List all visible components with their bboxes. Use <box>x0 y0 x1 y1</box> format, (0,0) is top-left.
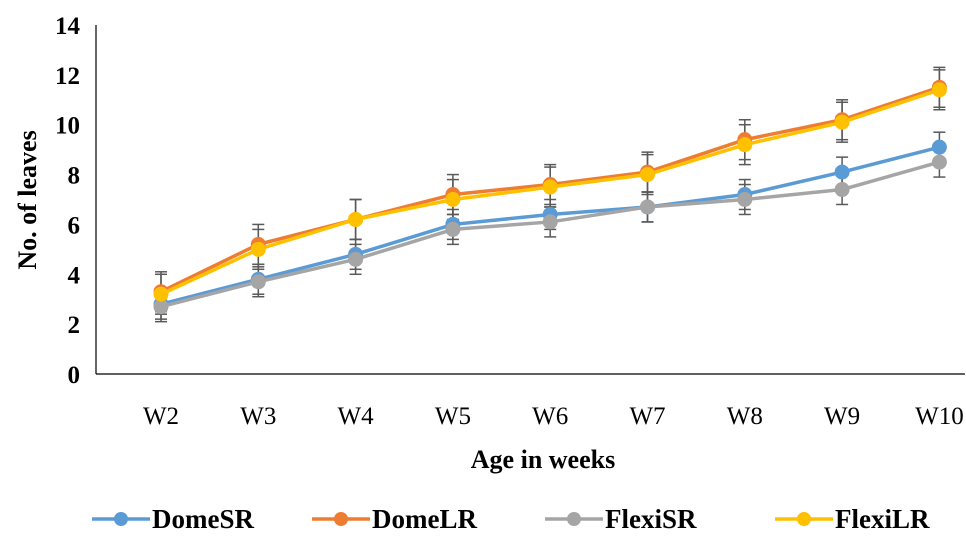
y-tick-label: 12 <box>55 63 80 90</box>
plot-area <box>154 67 946 321</box>
legend-item-domelr: DomeLR <box>312 504 477 534</box>
y-tick-label: 0 <box>68 362 81 389</box>
legend-item-flexisr: FlexiSR <box>545 504 697 534</box>
x-tick-label: W5 <box>435 403 471 430</box>
data-point <box>932 83 946 97</box>
x-tick-label: W3 <box>240 403 276 430</box>
data-point <box>641 200 655 214</box>
y-tick-label: 8 <box>68 163 81 190</box>
legend-marker <box>567 512 581 526</box>
x-tick-label: W2 <box>143 403 179 430</box>
x-tick-label: W9 <box>824 403 860 430</box>
legend-label: FlexiSR <box>605 504 697 534</box>
data-point <box>932 140 946 154</box>
legend-marker <box>797 512 811 526</box>
y-tick-label: 14 <box>55 13 81 40</box>
data-point <box>446 222 460 236</box>
x-tick-label: W10 <box>915 403 964 430</box>
data-point <box>154 300 168 314</box>
x-axis-title: Age in weeks <box>471 445 615 474</box>
data-point <box>251 242 265 256</box>
data-point <box>738 193 752 207</box>
legend: DomeSR DomeLR FlexiSR FlexiLR <box>92 504 930 534</box>
data-point <box>641 168 655 182</box>
x-tick-label: W7 <box>629 403 665 430</box>
x-tick-label: W8 <box>727 403 763 430</box>
legend-marker <box>334 512 348 526</box>
y-axis-title: No. of leaves <box>13 130 42 269</box>
data-point <box>543 215 557 229</box>
data-point <box>543 180 557 194</box>
legend-label: DomeSR <box>152 504 254 534</box>
x-axis-ticks: W2 W3 W4 W5 W6 W7 W8 W9 W10 <box>143 403 964 430</box>
data-point <box>835 183 849 197</box>
legend-label: FlexiLR <box>835 504 930 534</box>
y-tick-label: 4 <box>68 262 81 289</box>
x-tick-label: W4 <box>338 403 375 430</box>
data-point <box>154 287 168 301</box>
legend-item-domesr: DomeSR <box>92 504 254 534</box>
y-tick-label: 6 <box>68 212 81 239</box>
legend-item-flexilr: FlexiLR <box>775 504 930 534</box>
data-point <box>349 252 363 266</box>
data-point <box>251 275 265 289</box>
y-axis-ticks: 0 2 4 6 8 10 12 14 <box>55 13 81 389</box>
y-tick-label: 10 <box>55 113 80 140</box>
y-tick-label: 2 <box>68 312 81 339</box>
data-point <box>835 165 849 179</box>
data-point <box>446 193 460 207</box>
legend-marker <box>114 512 128 526</box>
data-point <box>349 212 363 226</box>
data-point <box>738 138 752 152</box>
x-tick-label: W6 <box>532 403 568 430</box>
data-point <box>932 155 946 169</box>
data-point <box>835 115 849 129</box>
legend-label: DomeLR <box>372 504 477 534</box>
